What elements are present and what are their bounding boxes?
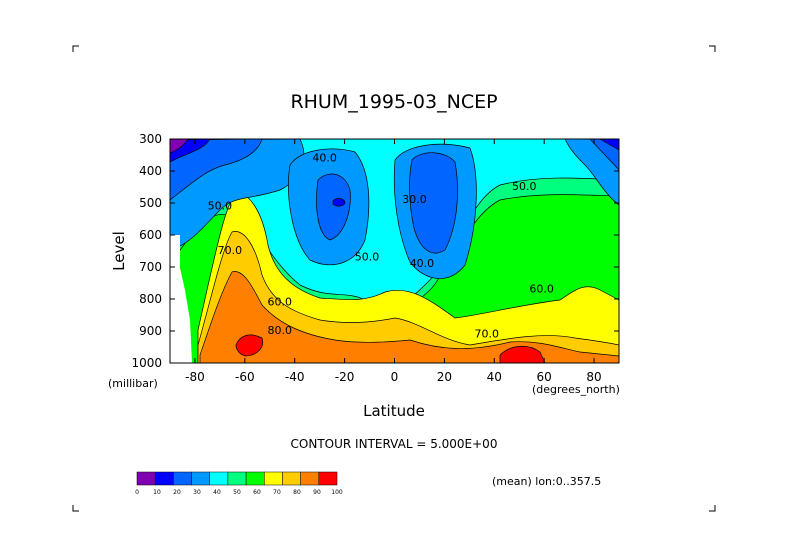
contour-interval-text: CONTOUR INTERVAL = 5.000E+00 [291,437,498,451]
x-tick-label: -40 [285,370,305,384]
x-unit-label: (degrees_north) [532,383,620,396]
y-tick-label: 700 [139,260,162,274]
y-tick-label: 800 [139,292,162,306]
colorbar-level-label: 0 [135,489,139,496]
x-tick-label: 40 [487,370,502,384]
mean-longitude-text: (mean) lon:0..357.5 [492,475,601,488]
colorbar-swatch [209,471,229,486]
colorbar-level-label: 80 [293,489,301,496]
contour-value-label: 50.0 [512,180,537,193]
x-tick-label: -80 [185,370,205,384]
colorbar-level-label: 50 [233,489,241,496]
contour-field [170,139,619,363]
x-tick-label: -20 [335,370,355,384]
colorbar-level-label: 40 [213,489,221,496]
y-unit-label: (millibar) [108,377,158,390]
colorbar-swatch [191,471,210,486]
colorbar-swatch [154,471,174,486]
colorbar-swatch [227,471,247,486]
contour-value-label: 50.0 [355,251,380,264]
y-tick-label: 300 [139,132,162,146]
contour-value-label: 40.0 [410,257,435,270]
colorbar-swatch [264,471,283,486]
colorbar-level-label: 100 [331,489,343,496]
x-tick-label: 60 [537,370,552,384]
colorbar-level-label: 90 [313,489,321,496]
contour-value-label: 70.0 [218,244,243,257]
colorbar-level-label: 10 [153,489,161,496]
y-axis: 300 400 500 600 700 800 900 1000 [131,132,619,370]
contour-value-label: 80.0 [268,324,293,337]
colorbar-swatch [318,471,338,486]
x-tick-label: 80 [586,370,601,384]
contour-value-label: 40.0 [312,151,337,164]
y-tick-label: 500 [139,196,162,210]
colorbar-level-label: 20 [173,489,181,496]
colorbar-swatch [136,471,156,486]
colorbar-swatch [173,471,192,486]
y-tick-label: 900 [139,324,162,338]
x-tick-label: 0 [391,370,399,384]
y-axis-label: Level [110,231,128,271]
x-tick-label: -60 [235,370,255,384]
corner-marks [72,45,716,512]
contour-value-label: 60.0 [268,295,293,308]
colorbar-swatch [245,471,265,486]
contour-value-label: 70.0 [475,327,500,340]
x-axis: -80 -60 -40 -20 0 20 40 60 80 [185,139,602,384]
x-axis-label: Latitude [363,402,425,420]
contour-value-label: 30.0 [402,193,427,206]
colorbar: 0 10 20 30 40 50 60 70 80 90 100 [135,471,343,496]
x-tick-label: 20 [437,370,452,384]
colorbar-swatch [282,471,301,486]
y-tick-label: 1000 [131,356,162,370]
contour-value-label: 60.0 [529,283,554,296]
colorbar-swatch [300,471,320,486]
colorbar-level-label: 30 [193,489,201,496]
y-tick-label: 600 [139,228,162,242]
contour-labels: 40.0 30.0 50.0 50.0 50.0 70.0 40.0 60.0 60.0 80.0… [208,151,554,340]
y-tick-label: 400 [139,164,162,178]
contour-value-label: 50.0 [208,199,233,212]
chart-title: RHUM_1995-03_NCEP [290,91,497,113]
colorbar-level-label: 70 [273,489,281,496]
colorbar-level-label: 60 [253,489,261,496]
